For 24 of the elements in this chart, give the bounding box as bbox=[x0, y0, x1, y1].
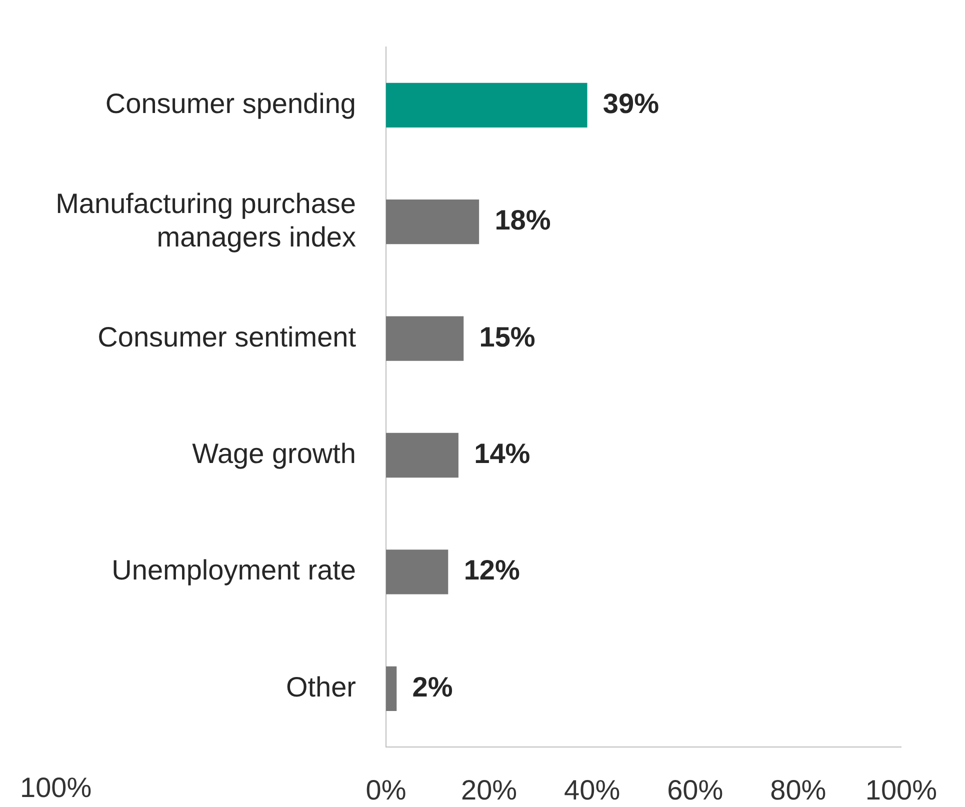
x-tick-label: 100% bbox=[865, 774, 938, 806]
data-label: 39% bbox=[602, 88, 660, 119]
y-tick-label: Consumer spending bbox=[105, 88, 356, 119]
bar bbox=[386, 666, 397, 711]
bar bbox=[386, 550, 448, 594]
data-label: 2% bbox=[412, 671, 453, 702]
y-tick-label: Wage growth bbox=[192, 438, 356, 469]
x-tick-label: 40% bbox=[564, 774, 620, 806]
y-tick-label: Manufacturing purchase managers index bbox=[56, 188, 356, 252]
data-label: 15% bbox=[479, 321, 536, 352]
y-tick-label: Unemployment rate bbox=[112, 554, 356, 586]
x-tick-label: 60% bbox=[667, 774, 724, 806]
y-tick-label: Consumer sentiment bbox=[98, 321, 356, 352]
bar bbox=[386, 82, 588, 128]
bar bbox=[386, 432, 458, 478]
bar bbox=[386, 316, 464, 361]
bar bbox=[386, 200, 480, 244]
x-tick-label: 80% bbox=[770, 774, 826, 806]
data-label: 12% bbox=[464, 554, 520, 586]
y-tick-label: Other bbox=[286, 671, 356, 702]
x-tick-label: 0% bbox=[366, 774, 406, 806]
data-label: 18% bbox=[494, 204, 551, 236]
x-tick-label: 20% bbox=[461, 774, 518, 806]
data-label: 14% bbox=[474, 438, 530, 469]
